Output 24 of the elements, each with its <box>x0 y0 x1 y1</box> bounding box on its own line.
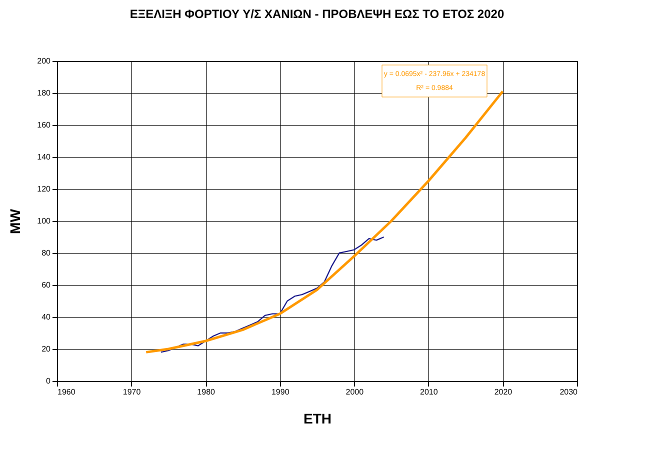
y-tick-label: 0 <box>46 376 52 386</box>
x-tick-label: 2010 <box>420 388 438 396</box>
x-axis-title: ΕΤΗ <box>304 410 332 426</box>
y-tick-label: 200 <box>37 56 52 66</box>
x-tick-label: 1970 <box>122 388 142 396</box>
y-tick-label: 180 <box>37 88 52 98</box>
y-tick-label: 100 <box>37 216 52 226</box>
x-tick-label: 2020 <box>494 388 513 396</box>
y-axis-title: MW <box>7 208 24 234</box>
y-tick-label: 120 <box>37 184 52 194</box>
x-tick-label: 1980 <box>197 388 216 396</box>
y-tick-label: 40 <box>42 312 52 322</box>
line-series <box>160 236 384 353</box>
y-tick-label: 80 <box>42 248 52 258</box>
y-tick-label: 20 <box>42 344 52 354</box>
x-tick-label: 2030 <box>560 388 578 396</box>
x-tick-label: 1960 <box>58 388 76 396</box>
line-series <box>144 90 504 354</box>
y-tick-label: 140 <box>37 152 52 162</box>
x-tick-label: 2000 <box>346 388 364 396</box>
y-tick-label: 60 <box>42 280 52 290</box>
chart-title: ΕΞΕΛΙΞΗ ΦΟΡΤΙΟΥ Υ/Σ ΧΑΝΙΩΝ - ΠΡΟΒΛΕΨΗ ΕΩΣ ΤΟ ΕΤΟΣ 2020 <box>130 7 504 21</box>
y-tick-label: 160 <box>37 120 52 130</box>
x-tick-label: 1990 <box>271 388 290 396</box>
